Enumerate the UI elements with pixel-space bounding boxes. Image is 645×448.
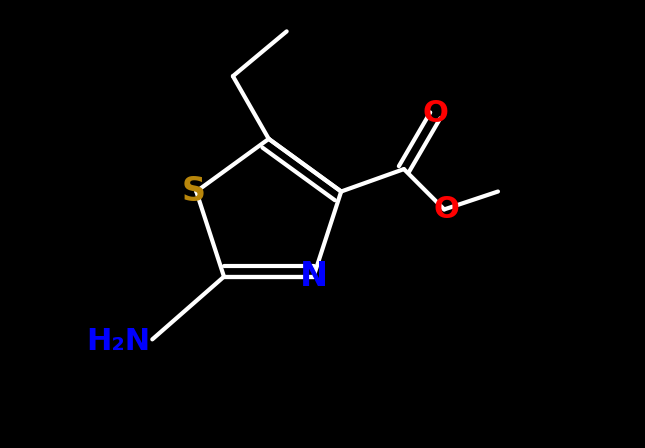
Text: O: O bbox=[422, 99, 448, 128]
Text: S: S bbox=[182, 175, 206, 208]
Text: H₂N: H₂N bbox=[86, 327, 150, 356]
Text: N: N bbox=[299, 260, 328, 293]
Text: O: O bbox=[433, 195, 459, 224]
